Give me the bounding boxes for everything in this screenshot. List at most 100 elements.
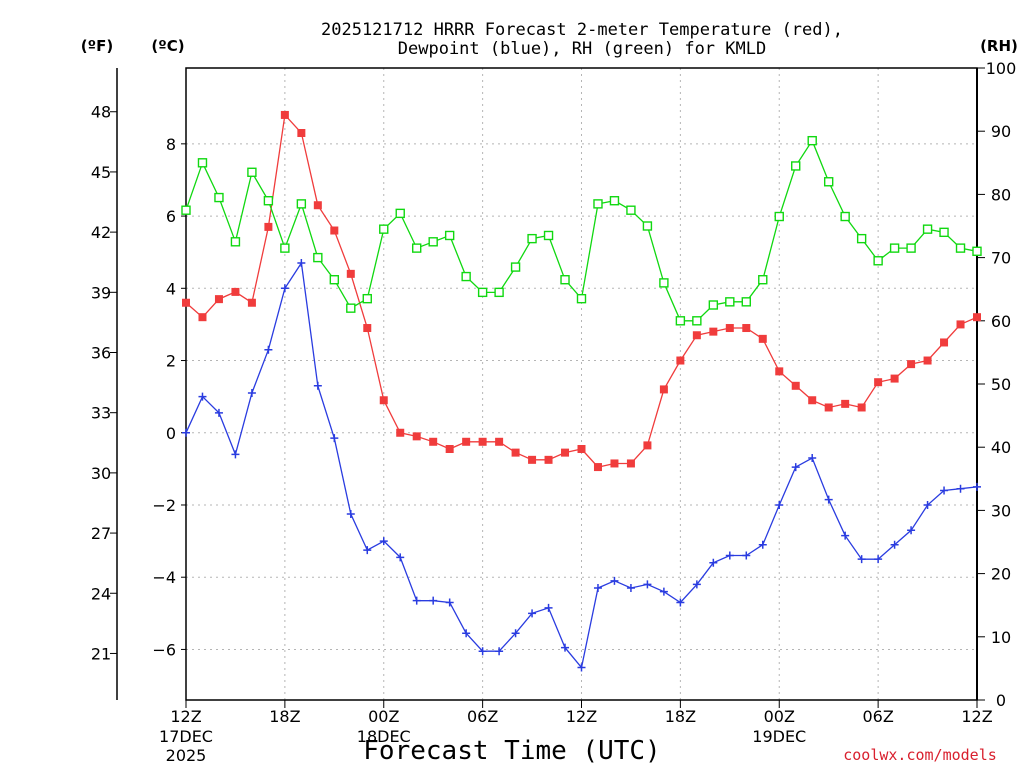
rh-point (280, 243, 290, 253)
temperature-point (593, 463, 602, 472)
rh-tick-label: 90 (991, 122, 1011, 141)
fahrenheit-tick-label: 27 (91, 524, 111, 543)
rh-point (725, 297, 735, 307)
dewpoint-point (692, 580, 701, 589)
rh-point (626, 205, 636, 215)
celsius-tick-label: 0 (166, 424, 176, 443)
celsius-tick-label: −6 (152, 640, 176, 659)
rh-point (972, 246, 982, 256)
dewpoint-point (346, 510, 355, 519)
x-tick-label: 12Z (961, 707, 992, 726)
dewpoint-point (973, 482, 981, 491)
temperature-point (940, 338, 949, 347)
temperature-point (956, 320, 965, 329)
gridlines (186, 68, 977, 700)
temperature-point (824, 403, 833, 412)
rh-point (461, 271, 471, 282)
rh-tick-label: 70 (991, 249, 1011, 268)
temperature-point (231, 287, 240, 296)
axes (110, 67, 985, 708)
temperature-point (973, 313, 981, 322)
temperature-point (297, 129, 306, 138)
celsius-tick-label: 4 (166, 279, 176, 298)
dewpoint-point (280, 284, 289, 293)
rh-tick-label: 20 (991, 565, 1011, 584)
dewpoint-point (363, 546, 372, 555)
rh-point (642, 221, 653, 231)
chart-title-line1: 2025121712 HRRR Forecast 2-meter Tempera… (321, 20, 843, 40)
temperature-point (857, 403, 866, 412)
temperature-point (791, 381, 800, 390)
temperature-point (626, 459, 635, 468)
celsius-tick-label: 6 (166, 207, 176, 226)
rh-point (428, 237, 438, 247)
fahrenheit-tick-label: 24 (91, 584, 111, 603)
fahrenheit-tick-label: 30 (91, 464, 111, 483)
temperature-point (445, 445, 454, 454)
temperature-point (429, 437, 438, 446)
dewpoint-point (610, 576, 619, 585)
series-markers (181, 110, 982, 672)
rh-point (939, 227, 949, 238)
dewpoint-point (907, 526, 916, 535)
rh-point (412, 243, 422, 253)
dewpoint-point (577, 663, 586, 672)
rh-point (659, 278, 669, 288)
rh-point (197, 158, 208, 168)
credit-text: coolwx.com/models (843, 746, 997, 764)
rh-point (263, 196, 274, 206)
rh-tick-label: 30 (991, 501, 1011, 520)
dewpoint-point (676, 598, 685, 607)
chart-title-line2: Dewpoint (blue), RH (green) for KMLD (398, 39, 766, 59)
temperature-point (396, 428, 405, 437)
dewpoint-point (857, 555, 866, 564)
rh-tick-label: 0 (996, 691, 1006, 710)
temperature-point (709, 327, 718, 336)
x-tick-label: 12Z (566, 707, 597, 726)
rh-point (593, 199, 603, 209)
dewpoint-point (742, 551, 751, 560)
dewpoint-point (725, 551, 734, 560)
rh-tick-label: 50 (991, 375, 1011, 394)
rh-point (181, 205, 191, 215)
temperature-point (775, 367, 784, 376)
rh-point (791, 161, 801, 171)
temperature-point (478, 437, 487, 446)
rh-point (675, 316, 686, 326)
rh-tick-label: 10 (991, 628, 1011, 647)
x-tick-label: 18Z (665, 707, 696, 726)
dewpoint-point (890, 540, 899, 549)
rh-point (823, 177, 834, 187)
celsius-tick-label: −4 (152, 568, 176, 587)
dewpoint-point (544, 603, 553, 612)
temperature-point (495, 437, 504, 446)
x-date-label: 17DEC (159, 727, 213, 746)
plot-frame (185, 67, 978, 701)
dewpoint-point (198, 392, 207, 401)
rh-point (708, 300, 719, 310)
temperature-point (528, 455, 537, 464)
rh-point (395, 208, 405, 219)
fahrenheit-tick-label: 45 (91, 163, 111, 182)
temperature-point (561, 448, 570, 457)
rh-point (379, 224, 389, 234)
temperature-point (676, 356, 685, 365)
temperature-point (379, 396, 388, 405)
x-year-label: 2025 (166, 746, 207, 765)
dewpoint-point (791, 463, 800, 472)
dewpoint-point (758, 540, 767, 549)
dewpoint-point (478, 647, 487, 656)
rh-point (840, 211, 850, 222)
x-date-label: 19DEC (752, 727, 806, 746)
dewpoint-point (775, 500, 784, 509)
dewpoint-point (231, 450, 240, 459)
x-tick-label: 06Z (467, 707, 498, 726)
temperature-point (907, 360, 916, 369)
dewpoint-point (940, 486, 949, 495)
rh-point (758, 275, 768, 285)
rh-point (873, 256, 883, 266)
temperature-point (363, 324, 372, 333)
dewpoint-point (511, 629, 520, 638)
dewpoint-point (808, 454, 817, 463)
fahrenheit-tick-label: 36 (91, 344, 111, 363)
